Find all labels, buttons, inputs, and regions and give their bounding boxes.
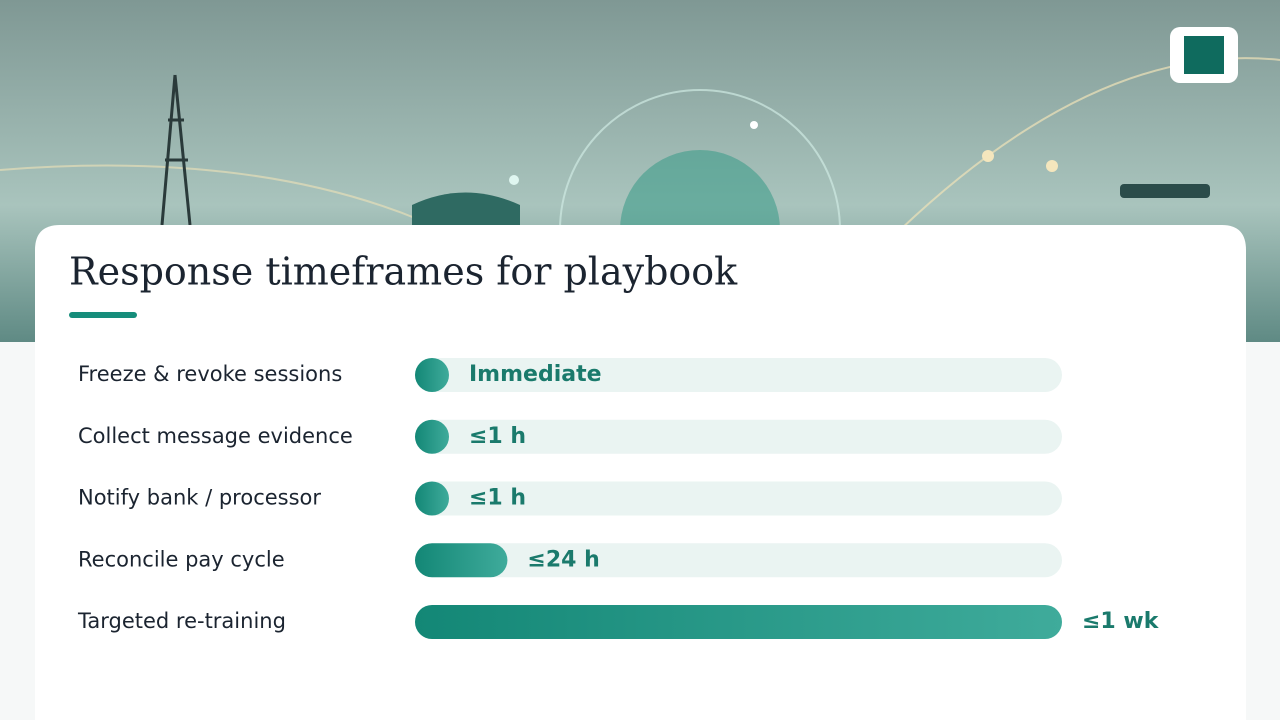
value-label: ≤1 h bbox=[469, 424, 526, 449]
bar-track bbox=[415, 543, 1062, 578]
bar bbox=[415, 419, 449, 454]
value-label: Immediate bbox=[469, 362, 602, 387]
bar-track bbox=[415, 358, 1062, 392]
value-label: ≤1 wk bbox=[1082, 609, 1160, 634]
bar bbox=[415, 481, 449, 516]
bar-track bbox=[415, 481, 1062, 516]
bar bbox=[415, 543, 508, 578]
value-label: ≤24 h bbox=[527, 547, 599, 572]
bar bbox=[415, 358, 449, 392]
value-label: ≤1 h bbox=[469, 486, 526, 511]
category-label: Notify bank / processor bbox=[78, 486, 321, 510]
category-label: Collect message evidence bbox=[78, 424, 353, 448]
title-accent bbox=[69, 312, 137, 318]
bar-track bbox=[415, 419, 1062, 454]
chart-title: Response timeframes for playbook bbox=[69, 250, 738, 294]
category-label: Reconcile pay cycle bbox=[78, 547, 285, 571]
card bbox=[35, 225, 1246, 720]
category-label: Targeted re-training bbox=[77, 609, 286, 633]
category-label: Freeze & revoke sessions bbox=[78, 362, 342, 386]
bar bbox=[415, 605, 1062, 639]
logo bbox=[1184, 36, 1224, 74]
